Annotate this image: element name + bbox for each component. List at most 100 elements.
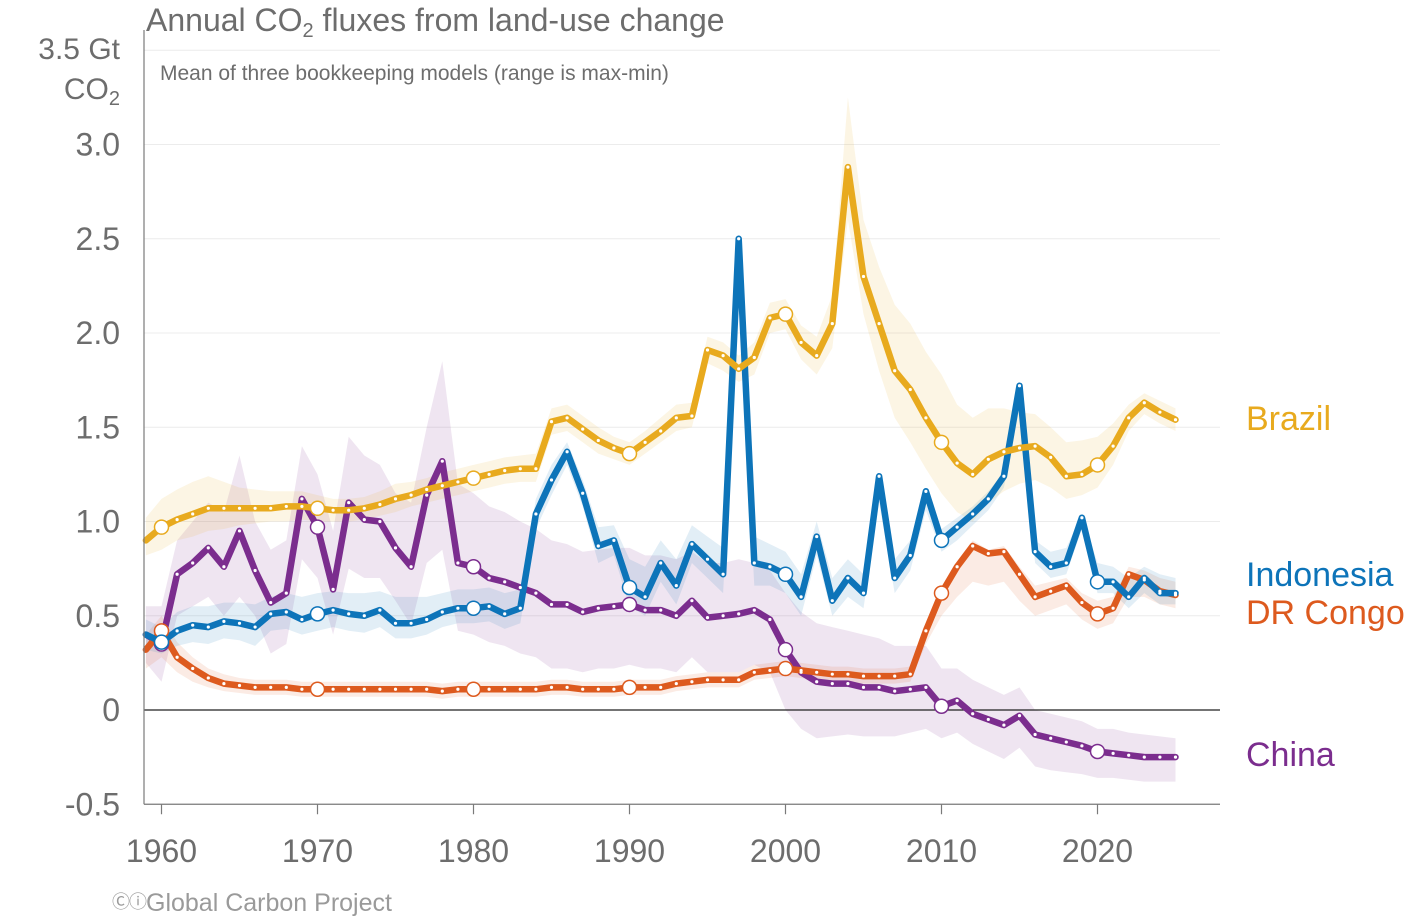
point-dr-congo (269, 685, 273, 689)
point-indonesia (331, 608, 335, 612)
series-label-china: China (1246, 736, 1335, 774)
point-brazil (518, 467, 522, 471)
point-indonesia (409, 621, 413, 625)
point-china (955, 698, 959, 703)
point-dr-congo (347, 687, 351, 691)
point-brazil (503, 469, 507, 473)
point-dr-congo (362, 687, 366, 691)
point-indonesia (721, 572, 725, 576)
point-indonesia (175, 629, 179, 633)
point-dr-congo (877, 674, 881, 678)
point-dr-congo (612, 687, 616, 691)
y-tick-label: 2.0 (76, 315, 120, 351)
point-dr-congo (674, 682, 678, 686)
point-brazil (153, 519, 170, 535)
point-china (1089, 743, 1106, 760)
point-china (1064, 740, 1068, 744)
point-indonesia (690, 542, 694, 546)
point-brazil (581, 427, 585, 431)
point-brazil (621, 445, 638, 462)
point-dr-congo (621, 679, 638, 696)
point-dr-congo (465, 681, 482, 698)
point-indonesia (659, 561, 663, 565)
point-brazil (440, 484, 444, 488)
point-brazil (908, 387, 912, 392)
y-tick-label: 2.5 (76, 221, 120, 257)
point-brazil (1080, 472, 1084, 476)
point-brazil (1111, 444, 1115, 448)
point-dr-congo (253, 685, 257, 689)
uncertainty-bands (145, 97, 1176, 782)
point-dr-congo (777, 660, 794, 677)
point-indonesia (393, 621, 398, 625)
point-indonesia (893, 576, 897, 580)
point-china (253, 568, 257, 573)
point-dr-congo (518, 687, 522, 691)
point-indonesia (1142, 576, 1146, 580)
point-brazil (877, 321, 881, 326)
point-china (456, 561, 460, 565)
point-dr-congo (503, 687, 507, 691)
point-dr-congo (815, 670, 819, 674)
credit: ⒸⓘGlobal Carbon Project (112, 888, 392, 918)
point-dr-congo (1111, 606, 1115, 610)
point-brazil (237, 506, 242, 510)
point-china (612, 604, 616, 608)
point-indonesia (300, 617, 304, 622)
point-brazil (565, 416, 569, 420)
point-china (378, 519, 382, 524)
title-suffix: fluxes from land-use change (313, 2, 725, 38)
point-indonesia (643, 595, 647, 599)
point-china (621, 596, 638, 613)
point-brazil (284, 504, 288, 509)
point-brazil (222, 506, 226, 510)
point-china (924, 685, 928, 689)
x-tick-label: 1970 (282, 833, 353, 869)
tick-labels: -0.5 0 0.5 1.0 1.5 2.0 2.5 3.0 1960 1970 1980 1990 2… (65, 127, 1133, 870)
point-indonesia (799, 595, 803, 599)
series-label-indonesia: Indonesia (1246, 556, 1394, 594)
point-china (1127, 753, 1131, 757)
point-indonesia (986, 497, 990, 501)
point-china (1111, 751, 1115, 755)
point-china (425, 493, 429, 497)
point-indonesia (621, 579, 638, 596)
title-subscript: 2 (302, 20, 314, 42)
y-tick-label: 1.0 (76, 504, 120, 540)
y-axis-top-label: 3.5 Gt (38, 33, 120, 66)
band-brazil (145, 97, 1176, 556)
point-dr-congo (971, 544, 975, 548)
point-indonesia (1173, 591, 1178, 595)
point-brazil (1142, 401, 1146, 405)
point-dr-congo (191, 666, 195, 671)
x-tick-label: 2020 (1062, 833, 1133, 869)
point-china (986, 717, 990, 722)
y-tick-label: 0 (102, 692, 120, 728)
point-indonesia (612, 538, 616, 542)
chart-subtitle: Mean of three bookkeeping models (range … (160, 62, 669, 85)
point-brazil (1127, 416, 1131, 420)
point-dr-congo (986, 551, 990, 556)
point-dr-congo (425, 687, 429, 691)
point-indonesia (846, 576, 850, 580)
point-dr-congo (1017, 572, 1022, 576)
point-indonesia (737, 237, 741, 241)
point-indonesia (705, 557, 710, 561)
y-unit-subscript: 2 (108, 88, 120, 110)
point-china (643, 608, 647, 612)
y-axis-unit-label: 3.5 Gt CO2 (14, 30, 120, 119)
point-dr-congo (1089, 606, 1106, 622)
point-china (861, 685, 866, 689)
point-china (300, 497, 304, 501)
point-brazil (378, 502, 382, 507)
point-indonesia (549, 478, 554, 482)
point-indonesia (347, 612, 351, 616)
point-china (284, 591, 288, 595)
point-brazil (362, 506, 366, 510)
point-brazil (1064, 474, 1068, 478)
point-china (1158, 755, 1162, 759)
point-indonesia (565, 450, 569, 454)
point-china (830, 682, 834, 686)
point-brazil (830, 321, 834, 326)
